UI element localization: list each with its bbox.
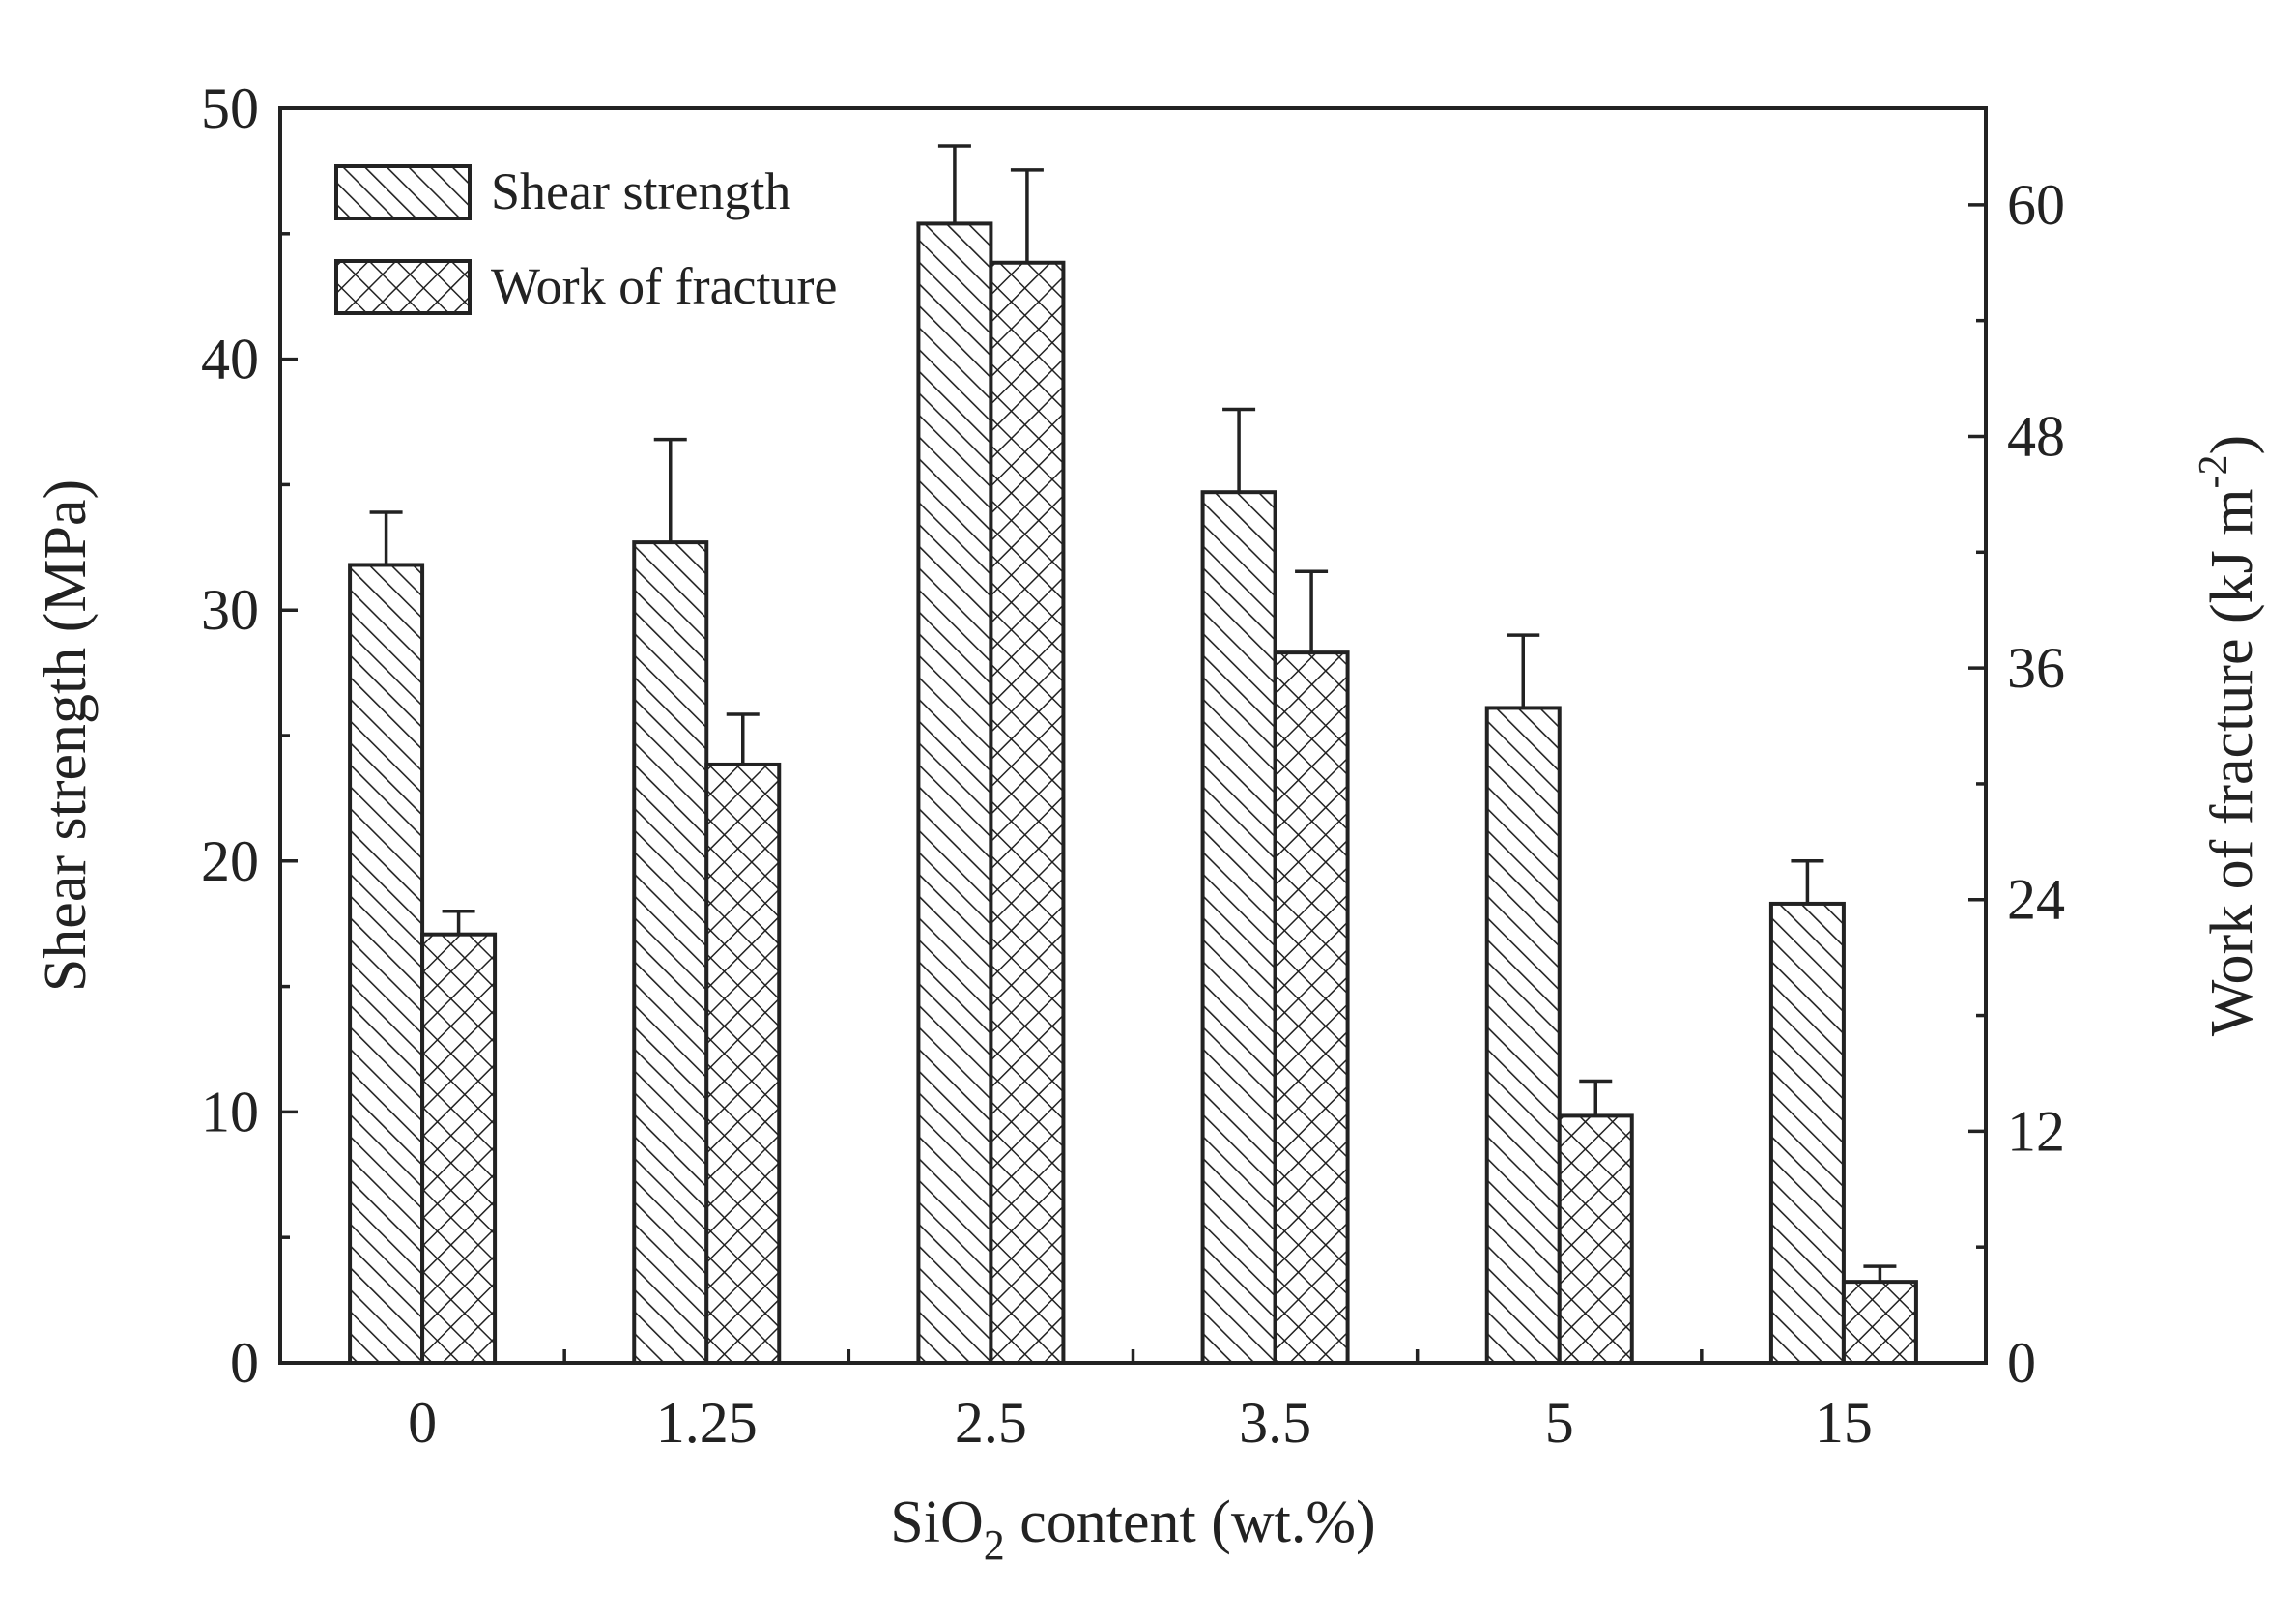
legend-label-1: Work of fracture <box>491 257 837 315</box>
shear-strength-bar-4[interactable] <box>1484 706 1562 1365</box>
work-of-fracture-bar-0[interactable] <box>420 932 498 1366</box>
right-tick-label-24: 24 <box>2007 868 2065 932</box>
right-tick-label-12: 12 <box>2007 1099 2065 1163</box>
x-tick-label-2: 2.5 <box>955 1391 1027 1455</box>
work-of-fracture-bar-3[interactable] <box>1273 650 1350 1365</box>
work-of-fracture-bar-1[interactable] <box>704 762 782 1365</box>
right-y-axis-title-post: ) <box>2199 435 2265 455</box>
x-tick-label-0: 0 <box>408 1391 437 1455</box>
right-tick-label-0: 0 <box>2007 1331 2036 1395</box>
work-of-fracture-bar-5[interactable] <box>1841 1280 1918 1366</box>
x-axis-title-sub: 2 <box>984 1521 1005 1569</box>
left-tick-label-0: 0 <box>230 1331 259 1395</box>
x-tick-label-5: 15 <box>1815 1391 1873 1455</box>
shear-strength-bar-5[interactable] <box>1768 901 1846 1365</box>
right-y-axis-title: Work of fracture (kJ m-2) <box>2192 435 2265 1036</box>
x-axis-title: SiO2 content (wt.%) <box>890 1489 1375 1569</box>
x-tick-label-3: 3.5 <box>1239 1391 1311 1455</box>
left-y-axis-title: Shear strength (MPa) <box>33 479 99 992</box>
left-tick-label-50: 50 <box>201 76 259 140</box>
right-tick-label-60: 60 <box>2007 173 2065 237</box>
right-y-axis-title-pre: Work of fracture (kJ m <box>2199 489 2265 1037</box>
legend-label-0: Shear strength <box>491 162 790 220</box>
legend-swatch-1 <box>334 259 472 315</box>
left-tick-label-10: 10 <box>201 1080 259 1143</box>
shear-strength-bar-1[interactable] <box>632 540 709 1365</box>
shear-strength-bar-0[interactable] <box>348 563 425 1365</box>
left-tick-label-30: 30 <box>201 578 259 642</box>
right-tick-label-36: 36 <box>2007 636 2065 700</box>
work-of-fracture-bar-2[interactable] <box>989 260 1066 1365</box>
right-y-axis-title-sup: -2 <box>2192 455 2236 489</box>
x-tick-label-4: 5 <box>1545 1391 1574 1455</box>
right-tick-label-48: 48 <box>2007 404 2065 468</box>
left-tick-label-40: 40 <box>201 328 259 391</box>
shear-strength-bar-3[interactable] <box>1200 490 1277 1365</box>
shear-strength-bar-2[interactable] <box>916 221 993 1365</box>
x-axis-title-post: content (wt.%) <box>1005 1489 1376 1555</box>
legend-swatch-0 <box>334 164 472 220</box>
x-tick-label-1: 1.25 <box>656 1391 758 1455</box>
work-of-fracture-bar-4[interactable] <box>1557 1113 1634 1365</box>
left-tick-label-20: 20 <box>201 829 259 893</box>
x-axis-title-pre: SiO <box>890 1489 983 1555</box>
